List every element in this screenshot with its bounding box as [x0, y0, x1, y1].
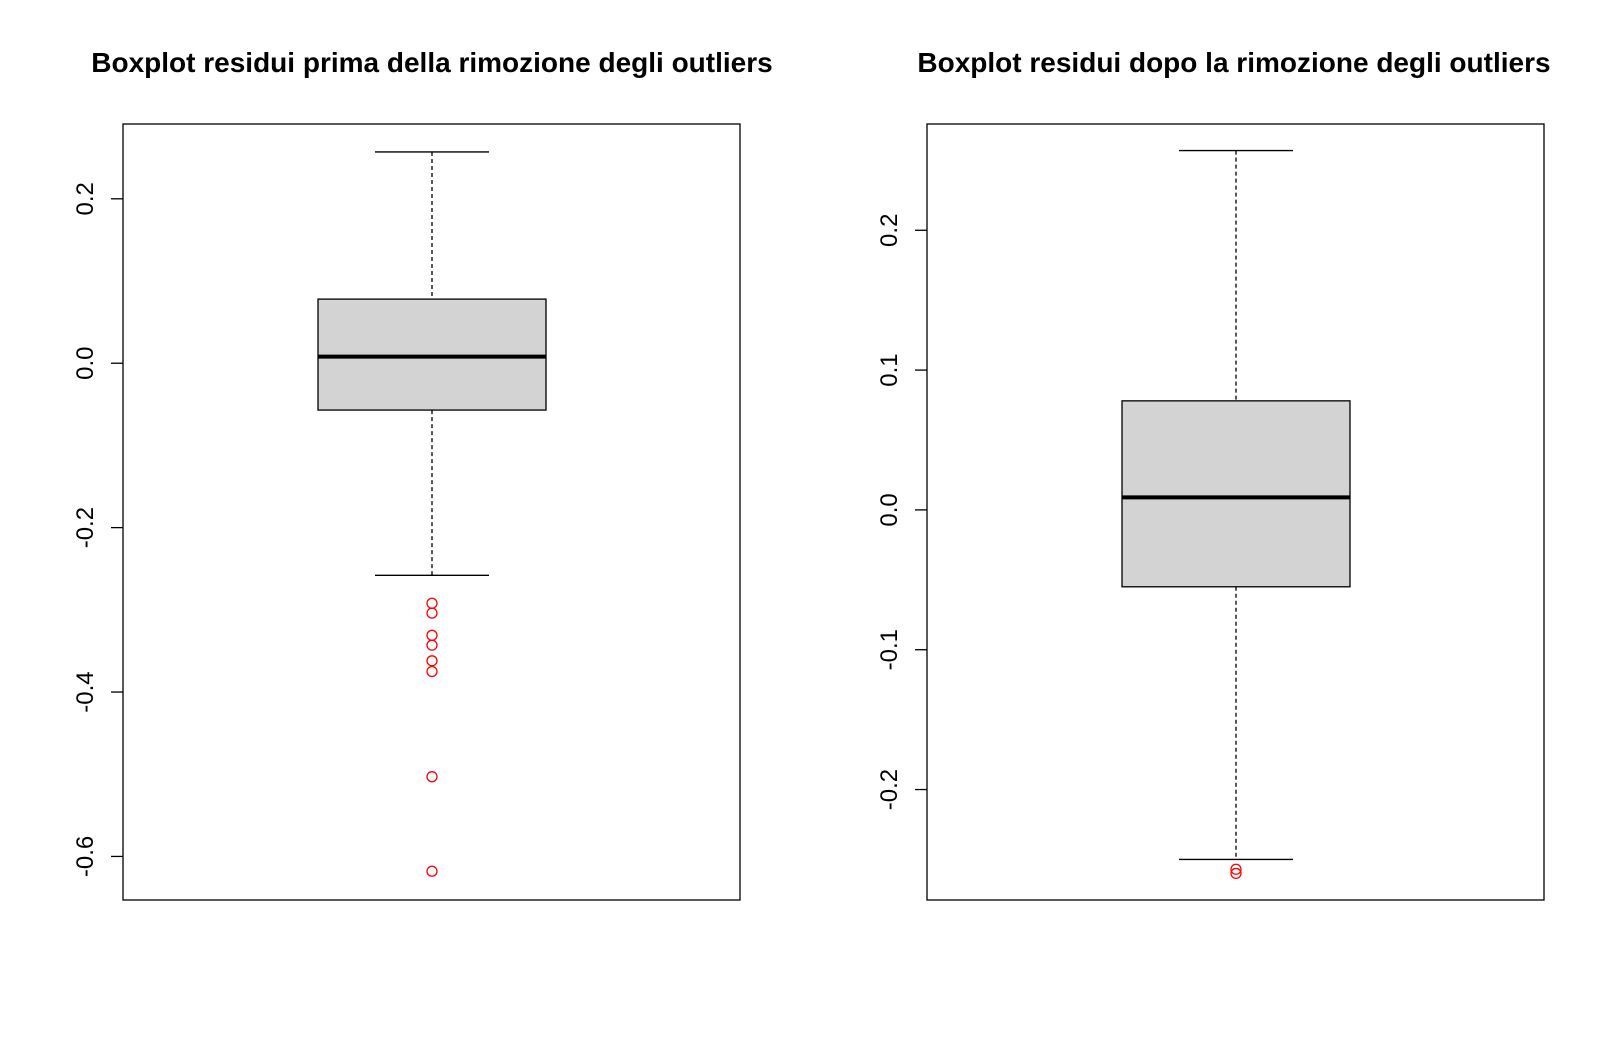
iqr-box-after: [1121, 400, 1351, 588]
boxplot-panel-after: Boxplot residui dopo la rimozione degli …: [876, 47, 1551, 901]
y-tick-label-before: -0.4: [72, 671, 99, 712]
boxplot-panel-before: Boxplot residui prima della rimozione de…: [72, 47, 773, 901]
y-tick-label-after: 0.2: [876, 214, 903, 247]
y-tick-label-after: 0.1: [876, 353, 903, 386]
outlier-point-before: [426, 771, 438, 783]
y-tick-label-before: 0.2: [72, 182, 99, 215]
outlier-point-before: [426, 655, 438, 667]
outlier-point-after: [1230, 863, 1242, 875]
y-tick-label-before: 0.0: [72, 347, 99, 380]
y-tick-label-before: -0.2: [72, 507, 99, 548]
outlier-point-before: [426, 665, 438, 678]
outlier-point-before: [426, 865, 438, 877]
y-tick-label-after: -0.2: [876, 769, 903, 810]
chart-title-after: Boxplot residui dopo la rimozione degli …: [917, 47, 1550, 78]
y-tick-label-before: -0.6: [72, 836, 99, 877]
outlier-point-before: [426, 607, 438, 619]
chart-title-before: Boxplot residui prima della rimozione de…: [91, 47, 772, 78]
y-tick-label-after: 0.0: [876, 493, 903, 526]
iqr-box-before: [317, 298, 547, 411]
outlier-point-after: [1230, 867, 1242, 880]
outlier-point-before: [426, 629, 438, 641]
outlier-point-before: [426, 597, 438, 609]
outlier-point-before: [426, 639, 438, 651]
plot-frame-before: [122, 123, 741, 901]
plot-frame-after: [926, 123, 1545, 901]
y-tick-label-after: -0.1: [876, 629, 903, 670]
